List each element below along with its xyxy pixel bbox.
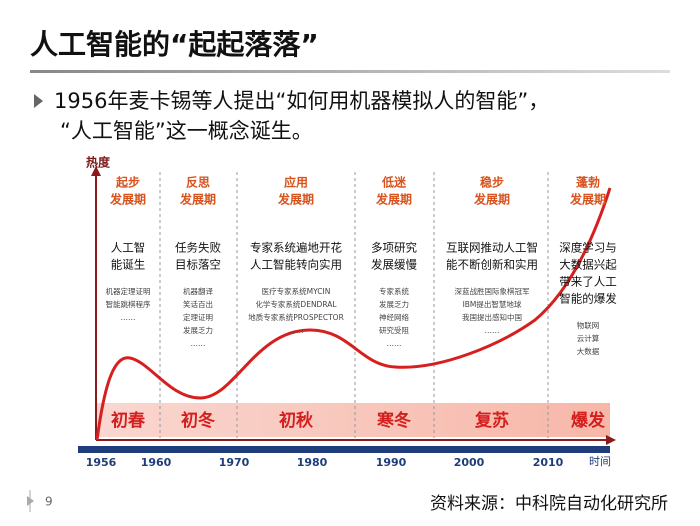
phase-period: 发展期 — [109, 192, 146, 207]
phase-label: 初秋 — [279, 410, 314, 431]
phase-event: 智能的爆发 — [559, 292, 617, 306]
phase-detail: 研究受阻 — [379, 325, 409, 335]
phase-event: 人工智 — [111, 241, 146, 255]
phase-detail: …… — [485, 326, 500, 335]
phase-detail: 化学专家系统DENDRAL — [255, 299, 337, 309]
phase-stage: 起步 — [115, 175, 140, 190]
phase-detail: IBM提出智慧地球 — [463, 299, 522, 309]
page-number: 9 — [45, 495, 53, 509]
label-band — [95, 403, 610, 437]
separators — [159, 172, 549, 438]
slide-title: 人工智能的“起起落落” — [30, 28, 319, 61]
x-tick-label: 1956 — [86, 456, 117, 469]
phase-event: 互联网推动人工智 — [446, 241, 538, 255]
phase-detail: 机器翻译 — [183, 286, 213, 296]
phase-detail: 发展乏力 — [183, 325, 213, 335]
phase-detail: 专家系统 — [379, 286, 409, 296]
phase-detail: 发展乏力 — [379, 299, 409, 309]
phase-detail: 医疗专家系统MYCIN — [262, 286, 331, 296]
phase-label: 爆发 — [571, 410, 606, 431]
phase-event: 发展缓慢 — [371, 258, 417, 272]
x-tick-label: 2010 — [533, 456, 564, 469]
phase-label: 初冬 — [181, 410, 215, 431]
bullet-marker — [34, 94, 43, 108]
phase-event: 专家系统遍地开花 — [250, 241, 342, 255]
x-tick-label: 1990 — [376, 456, 407, 469]
phase-detail: …… — [191, 339, 206, 348]
x-tick-label: 1960 — [141, 456, 172, 469]
y-arrow — [91, 166, 101, 176]
phase-event: 能不断创新和实用 — [446, 258, 538, 272]
phase-detail: 地质专家系统PROSPECTOR — [248, 312, 344, 322]
phase-event: 带来了人工 — [559, 275, 617, 289]
phase-detail: 物联网 — [577, 320, 600, 330]
trend-curve — [95, 187, 612, 441]
phase-detail: 大数据 — [577, 346, 600, 356]
phase-event: 大数据兴起 — [559, 258, 617, 272]
x-tick-label: 1980 — [297, 456, 328, 469]
phase-label: 寒冬 — [377, 410, 411, 431]
phase-event: 深度学习与 — [559, 241, 617, 255]
phase-period: 发展期 — [277, 192, 314, 207]
phase-event: 人工智能转向实用 — [250, 258, 342, 272]
phase-stage: 应用 — [284, 175, 308, 190]
bullet-line: 1956年麦卡锡等人提出“如何用机器模拟人的智能”， — [54, 89, 549, 113]
phase-detail: …… — [387, 339, 402, 348]
phase-detail: 定理证明 — [183, 312, 213, 322]
phase-stage: 蓬勃 — [576, 175, 600, 190]
time-bar — [78, 446, 610, 453]
phase-period: 发展期 — [179, 192, 216, 207]
phase-stage: 反思 — [186, 175, 210, 190]
phase-event: 多项研究 — [371, 241, 417, 255]
phase-detail: 深蓝战胜国际象棋冠军 — [455, 286, 530, 296]
phase-event: 任务失败 — [175, 241, 221, 255]
phase-label: 初春 — [111, 410, 145, 431]
footer-marker — [27, 496, 34, 506]
x-arrow — [606, 435, 616, 445]
phase-detail: 机器定理证明 — [106, 286, 151, 296]
x-tick-label: 2000 — [454, 456, 485, 469]
bullet-line: “人工智能”这一概念诞生。 — [60, 119, 313, 143]
source: 资料来源：中科院自动化研究所 — [430, 494, 668, 514]
phase-detail: …… — [121, 313, 136, 322]
phase-event: 能诞生 — [111, 258, 146, 272]
y-axis-label: 热度 — [86, 155, 111, 170]
phase-label: 复苏 — [474, 410, 509, 431]
phase-event: 目标落空 — [175, 258, 221, 272]
phase-stage: 低迷 — [381, 175, 407, 190]
x-axis-label: 时间 — [589, 455, 611, 468]
phase-detail: 神经网络 — [379, 312, 409, 322]
phase-period: 发展期 — [375, 192, 412, 207]
phase-detail: …… — [289, 326, 304, 335]
phase-period: 发展期 — [473, 192, 510, 207]
phase-detail: 笑话百出 — [183, 299, 213, 309]
x-tick-label: 1970 — [219, 456, 250, 469]
phase-period: 发展期 — [569, 192, 606, 207]
phase-detail: 云计算 — [577, 333, 600, 343]
phase-detail: 我国提出感知中国 — [462, 312, 522, 322]
phase-stage: 稳步 — [480, 175, 504, 190]
phase-detail: 智能跳棋程序 — [106, 299, 151, 309]
title-rule — [30, 70, 670, 73]
